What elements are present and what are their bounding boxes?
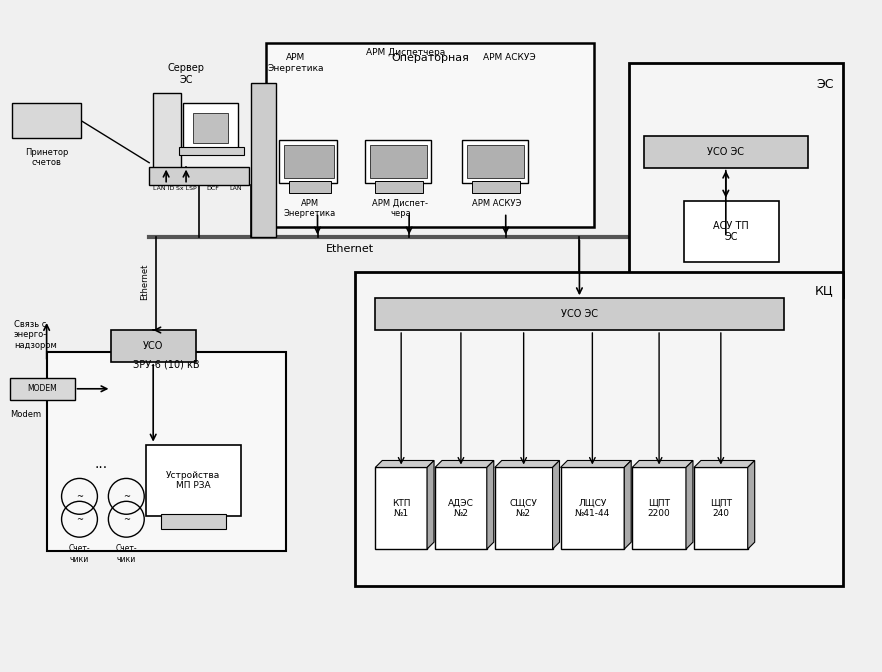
Text: Связь с
энерго-
надзором: Связь с энерго- надзором	[14, 320, 56, 350]
Text: Sx LSP: Sx LSP	[176, 185, 197, 191]
Bar	[250, 83, 276, 237]
Text: КТП
№1: КТП №1	[392, 499, 410, 518]
Bar	[179, 146, 243, 155]
Polygon shape	[694, 460, 755, 468]
Text: ...: ...	[95, 458, 108, 472]
Bar	[375, 468, 427, 549]
Text: Modem: Modem	[10, 410, 41, 419]
Bar	[153, 93, 181, 168]
Bar	[161, 514, 226, 529]
Polygon shape	[375, 460, 434, 468]
Bar	[629, 63, 843, 297]
Text: ЛЩСУ
№41-44: ЛЩСУ №41-44	[575, 499, 610, 518]
Bar	[183, 103, 238, 148]
Text: СЩСУ
№2: СЩСУ №2	[510, 499, 538, 518]
Bar	[472, 181, 520, 193]
Text: LAN: LAN	[229, 185, 242, 191]
Text: АРМ
Энергетика: АРМ Энергетика	[284, 198, 336, 218]
Text: Счет-
чики: Счет- чики	[69, 544, 90, 564]
Polygon shape	[487, 460, 494, 549]
Bar	[149, 167, 249, 185]
Bar	[632, 468, 686, 549]
Bar	[694, 468, 748, 549]
Bar	[279, 140, 337, 183]
Polygon shape	[495, 460, 559, 468]
Text: Ethernet: Ethernet	[140, 264, 149, 300]
Text: ЭС: ЭС	[816, 78, 833, 91]
Text: ЩПТ
240: ЩПТ 240	[710, 499, 732, 518]
Text: ~: ~	[76, 515, 83, 523]
Bar	[11, 103, 81, 138]
Text: АРМ АСКУЭ: АРМ АСКУЭ	[472, 198, 521, 208]
Bar	[355, 272, 843, 586]
Bar	[10, 378, 74, 400]
Polygon shape	[624, 460, 632, 549]
Text: УСО: УСО	[143, 341, 163, 351]
Bar	[375, 181, 423, 193]
Text: Счет-
чики: Счет- чики	[116, 544, 137, 564]
Text: DCF: DCF	[206, 185, 219, 191]
Polygon shape	[748, 460, 755, 549]
Text: АСУ ТП
ЭС: АСУ ТП ЭС	[713, 220, 749, 242]
Bar	[146, 445, 241, 516]
Bar	[495, 468, 552, 549]
Text: Принетор
счетов: Принетор счетов	[25, 148, 68, 167]
Bar	[370, 146, 427, 177]
Text: АРМ Диспет-
чера: АРМ Диспет- чера	[372, 198, 429, 218]
Text: ЩПТ
2200: ЩПТ 2200	[647, 499, 670, 518]
Bar	[644, 136, 809, 168]
Bar	[462, 140, 527, 183]
Bar	[193, 113, 228, 143]
Text: Операторная: Операторная	[391, 53, 469, 63]
Text: LAN ID: LAN ID	[153, 185, 175, 191]
Bar	[375, 298, 783, 330]
Text: АДЭС
№2: АДЭС №2	[448, 499, 474, 518]
Bar	[684, 200, 779, 262]
Text: ЗРУ-6 (10) кВ: ЗРУ-6 (10) кВ	[133, 360, 199, 370]
Text: ~: ~	[76, 492, 83, 501]
Bar	[111, 330, 196, 362]
Text: УСО ЭС: УСО ЭС	[707, 146, 744, 157]
Text: Сервер
ЭС: Сервер ЭС	[168, 63, 205, 85]
Bar	[288, 181, 332, 193]
Polygon shape	[632, 460, 693, 468]
Text: АРМ Диспетчера: АРМ Диспетчера	[365, 48, 445, 57]
Polygon shape	[552, 460, 559, 549]
Text: ~: ~	[123, 515, 130, 523]
Polygon shape	[686, 460, 693, 549]
Polygon shape	[427, 460, 434, 549]
Bar	[365, 140, 431, 183]
Polygon shape	[435, 460, 494, 468]
Bar	[47, 352, 286, 551]
Polygon shape	[560, 460, 632, 468]
Text: ~: ~	[123, 492, 130, 501]
Text: АРМ АСКУЭ: АРМ АСКУЭ	[483, 53, 536, 62]
Text: УСО ЭС: УСО ЭС	[561, 309, 598, 319]
Text: АРМ
Энергетика: АРМ Энергетика	[267, 53, 324, 73]
Bar	[435, 468, 487, 549]
Bar	[560, 468, 624, 549]
Bar	[467, 146, 524, 177]
Bar	[284, 146, 334, 177]
Text: Устройства
МП РЗА: Устройства МП РЗА	[166, 470, 220, 490]
Text: Ethernet: Ethernet	[326, 245, 375, 255]
Bar	[265, 43, 594, 227]
Text: КЦ: КЦ	[815, 284, 833, 297]
Text: MODEM: MODEM	[26, 384, 56, 393]
